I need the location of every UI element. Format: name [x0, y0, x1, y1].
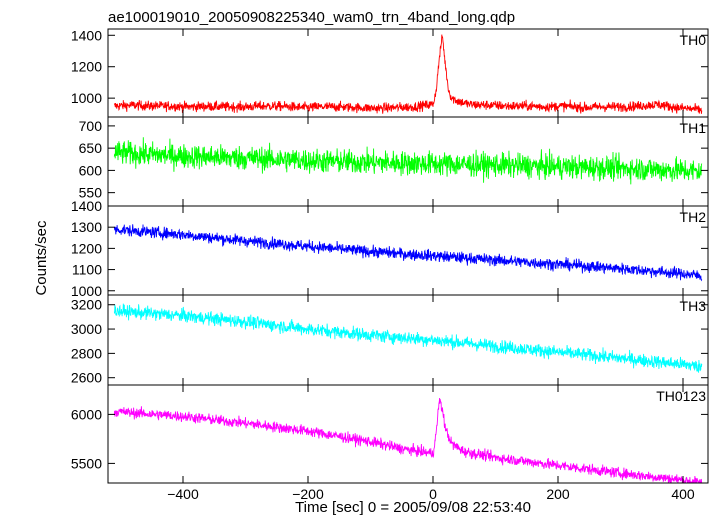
- y-tick-label: 1400: [71, 198, 102, 214]
- panel-label-th3: TH3: [680, 298, 707, 314]
- panel-frame: [107, 384, 709, 484]
- y-tick-label: 3000: [71, 321, 102, 337]
- chart-title: ae100019010_20050908225340_wam0_trn_4ban…: [108, 9, 515, 26]
- panel-frame: [107, 205, 709, 296]
- series-line-th2: [113, 224, 703, 282]
- y-tick-label: 1000: [71, 283, 102, 299]
- panel-th2: 1000 1100 1200 1300 1400 TH2: [71, 198, 709, 299]
- x-tick-label: 200: [546, 486, 570, 502]
- y-tick-label: 2800: [71, 345, 102, 361]
- panel-th0: 1000 1200 1400 TH0: [71, 27, 709, 118]
- y-tick-label: 1400: [71, 27, 102, 43]
- panel-label-th2: TH2: [680, 209, 707, 225]
- x-tick-label: −400: [167, 486, 199, 502]
- x-tick-label: −200: [292, 486, 324, 502]
- x-tick-label: 400: [671, 486, 695, 502]
- y-tick-label: 5500: [71, 455, 102, 471]
- y-tick-label: 1200: [71, 240, 102, 256]
- y-tick-label: 1300: [71, 219, 102, 235]
- series-line-th3: [113, 303, 703, 373]
- panel-th0123: 5500 6000 TH0123: [71, 384, 709, 484]
- y-tick-label: 550: [79, 185, 103, 201]
- panel-label-th1: TH1: [680, 120, 707, 136]
- y-tick-label: 6000: [71, 406, 102, 422]
- y-tick-label: 1000: [71, 90, 102, 106]
- chart-panels: 1000 1200 1400 TH0 550 600 650 700 TH1 1000 1100 12…: [71, 27, 709, 502]
- y-axis-label: Counts/sec: [33, 220, 50, 296]
- y-tick-label: 2600: [71, 370, 102, 386]
- y-tick-label: 1100: [72, 262, 102, 278]
- panel-label-th0123: TH0123: [656, 388, 706, 404]
- panel-th1: 550 600 650 700 TH1: [79, 116, 709, 207]
- panel-label-th0: TH0: [680, 32, 707, 48]
- y-tick-label: 650: [79, 140, 103, 156]
- y-tick-label: 1200: [71, 59, 102, 75]
- y-tick-label: 600: [79, 162, 103, 178]
- series-line-th0: [113, 34, 703, 114]
- series-line-th1: [113, 137, 703, 185]
- series-line-th0123: [113, 397, 703, 483]
- panel-th3: 2600 2800 3000 3200 TH3: [71, 294, 709, 386]
- x-tick-label: 0: [429, 486, 437, 502]
- y-tick-label: 700: [79, 118, 103, 134]
- y-tick-label: 3200: [71, 297, 102, 313]
- x-axis-label: Time [sec] 0 = 2005/09/08 22:53:40: [295, 499, 531, 516]
